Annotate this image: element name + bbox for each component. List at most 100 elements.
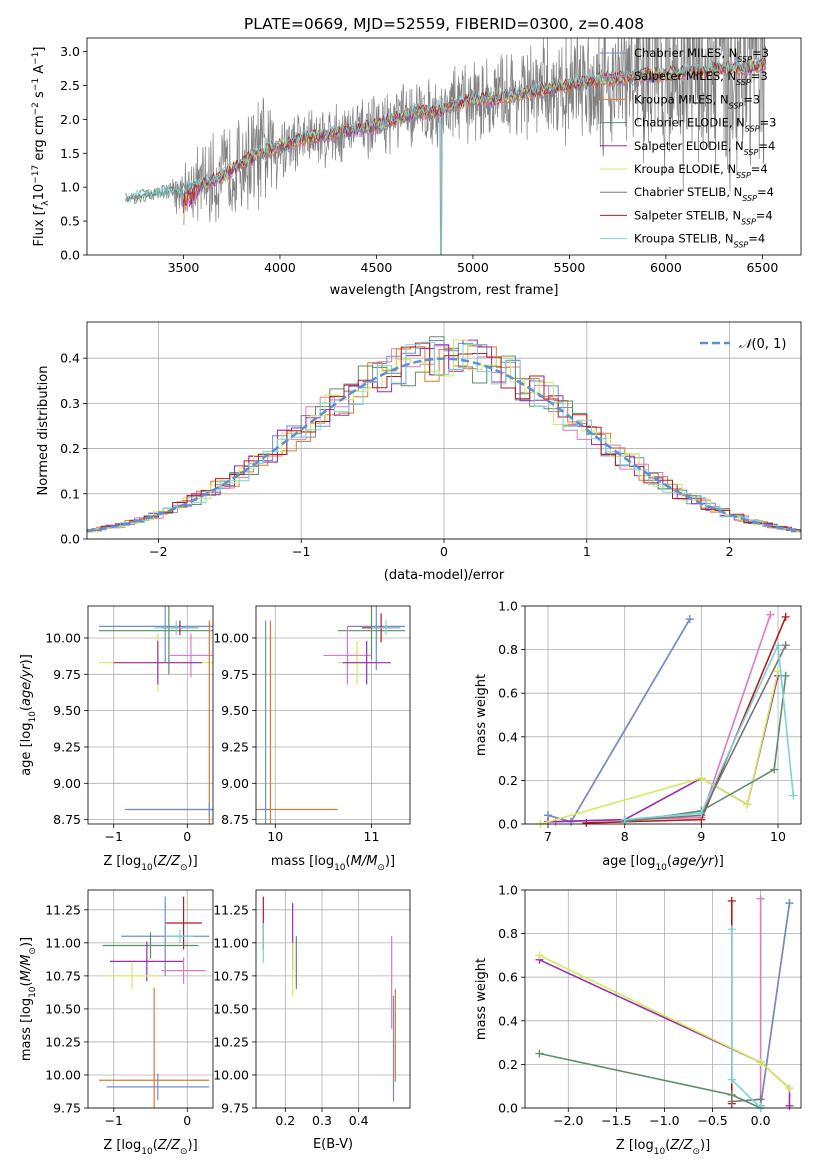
legend-tail: =4 bbox=[757, 185, 774, 199]
plot-layer: 3500 4000 4500 5000 5500 6000 6500 0.0 0.5 1.0 1.5… bbox=[19, 37, 802, 1157]
y-tick-label: 1.5 bbox=[60, 146, 80, 161]
y-tick-label: 0.4 bbox=[60, 351, 80, 366]
label-part: ( bbox=[667, 854, 672, 869]
mass-weight-line bbox=[586, 616, 787, 824]
legend-entry-normal: 𝒩(0, 1) bbox=[739, 337, 786, 352]
label-part: )] bbox=[385, 854, 395, 869]
x-tick-label: −1 bbox=[292, 544, 310, 559]
axes-age-vs-mass: 10 11 8.75 9.00 9.25 9.50 9.75 10.00 bbox=[213, 606, 410, 844]
legend-tail: =3 bbox=[751, 69, 768, 83]
x-axis-label: Z [log10(Z/Z⊙)] bbox=[103, 854, 197, 873]
label-part: mass [log bbox=[271, 854, 334, 869]
label-part: Z/Z bbox=[157, 1138, 181, 1153]
y-tick-label: 9.00 bbox=[221, 776, 249, 791]
label-part: −1 bbox=[31, 78, 41, 91]
y-tick-label: 8.75 bbox=[53, 812, 81, 827]
x-tick-label: 4000 bbox=[264, 260, 296, 275]
label-part: age [log bbox=[19, 723, 34, 776]
legend-sub: SSP bbox=[729, 101, 744, 110]
y-tick-label: 9.25 bbox=[221, 739, 249, 754]
axes-frame bbox=[524, 605, 802, 825]
label-part: 10 bbox=[28, 711, 38, 723]
model-spectrum-line bbox=[125, 57, 767, 255]
legend-text: Kroupa STELIB, N bbox=[634, 232, 734, 246]
y-tick-label: 0.6 bbox=[498, 686, 518, 701]
legend-entry: Chabrier STELIB, NSSP=4 bbox=[634, 185, 774, 203]
y-tick-label: 9.75 bbox=[53, 1101, 81, 1116]
legend-tail: =4 bbox=[758, 139, 775, 153]
y-tick-label: 0.0 bbox=[498, 1101, 518, 1116]
label-part: age/yr bbox=[672, 854, 715, 869]
y-tick-label: 9.75 bbox=[221, 667, 249, 682]
label-part: 10 bbox=[141, 1147, 153, 1157]
y-tick-label: 10.50 bbox=[45, 1001, 81, 1016]
y-tick-label: 11.00 bbox=[213, 935, 249, 950]
axes-age-vs-Z: −1 0 8.75 9.00 9.25 9.50 9.75 10.00 bbox=[45, 606, 213, 844]
axes-frame bbox=[87, 889, 214, 1109]
axes-frame bbox=[86, 321, 802, 540]
y-tick-label: 0.5 bbox=[60, 214, 80, 229]
x-tick-label: −2 bbox=[149, 544, 167, 559]
mass-weight-line bbox=[624, 642, 795, 821]
legend-entry: Salpeter MILES, NSSP=3 bbox=[634, 69, 768, 87]
y-axis-label: mass weight bbox=[474, 674, 489, 756]
x-axis-label: (data-model)/error bbox=[384, 568, 505, 583]
legend-text: Kroupa MILES, N bbox=[634, 92, 729, 106]
y-tick-label: 1.0 bbox=[498, 599, 518, 614]
label-part: )] bbox=[188, 1138, 198, 1153]
x-tick-label: 0.2 bbox=[275, 1113, 295, 1128]
legend-tail: =4 bbox=[751, 162, 768, 176]
y-tick-label: 10.50 bbox=[213, 1001, 249, 1016]
legend-text: Chabrier STELIB, N bbox=[634, 185, 742, 199]
legend-entry: Kroupa ELODIE, NSSP=4 bbox=[634, 162, 768, 180]
x-tick-label: 1 bbox=[583, 544, 591, 559]
label-part: −1 bbox=[31, 52, 41, 65]
mass-weight-line bbox=[540, 671, 779, 824]
legend-text: Salpeter STELIB, N bbox=[634, 208, 741, 222]
x-tick-label: 7 bbox=[544, 829, 552, 844]
x-tick-label: −1 bbox=[105, 1113, 123, 1128]
legend-sub: SSP bbox=[734, 240, 749, 249]
x-tick-label: 8 bbox=[621, 829, 629, 844]
x-axis-label: wavelength [Angstrom, rest frame] bbox=[330, 283, 559, 298]
y-tick-label: 10.75 bbox=[45, 968, 81, 983]
x-tick-label: 6000 bbox=[650, 260, 682, 275]
label-part: λ bbox=[41, 200, 51, 206]
y-tick-label: 2.0 bbox=[60, 112, 80, 127]
x-axis-label: mass [log10(M/M⊙)] bbox=[271, 854, 395, 873]
mass-weight-line bbox=[759, 902, 791, 1106]
label-part: Z [log bbox=[616, 1138, 654, 1153]
legend-sub: SSP bbox=[744, 147, 759, 156]
y-tick-label: 10.00 bbox=[213, 1067, 249, 1082]
axes-frame bbox=[86, 37, 802, 256]
label-part: ⊙ bbox=[28, 947, 38, 955]
label-part: M/M bbox=[19, 955, 34, 982]
label-part: ( bbox=[153, 1138, 158, 1153]
legend-entry: Kroupa STELIB, NSSP=4 bbox=[634, 232, 765, 250]
x-tick-label: 4500 bbox=[361, 260, 393, 275]
label-part: Z/Z bbox=[157, 854, 181, 869]
legend-tail: =4 bbox=[748, 232, 765, 246]
x-tick-label: 0 bbox=[183, 829, 191, 844]
legend-entry: Kroupa MILES, NSSP=3 bbox=[634, 92, 760, 110]
axes-frame bbox=[255, 605, 411, 825]
y-tick-label: 0.1 bbox=[60, 486, 80, 501]
y-tick-label: 0.6 bbox=[498, 970, 518, 985]
label-part: )] bbox=[714, 854, 724, 869]
legend-entry: Salpeter STELIB, NSSP=4 bbox=[634, 208, 773, 226]
x-tick-label: 0 bbox=[440, 544, 448, 559]
axes-frame bbox=[524, 889, 802, 1109]
x-tick-label: −1.5 bbox=[601, 1113, 631, 1128]
x-tick-label: 0 bbox=[183, 1113, 191, 1128]
legend-tail: =3 bbox=[743, 92, 760, 106]
x-axis-label: Z [log10(Z/Z⊙)] bbox=[616, 1138, 710, 1157]
label-part: 10 bbox=[654, 1147, 666, 1157]
y-tick-label: 10.00 bbox=[45, 1067, 81, 1082]
y-tick-label: 1.0 bbox=[498, 883, 518, 898]
axes-spectrum: 3500 4000 4500 5000 5500 6000 6500 0.0 0.5 1.0 1.5… bbox=[60, 44, 778, 275]
label-part: 10 bbox=[28, 986, 38, 998]
y-tick-label: 11.25 bbox=[213, 902, 249, 917]
y-tick-label: 3.0 bbox=[60, 44, 80, 59]
x-tick-label: −0.5 bbox=[697, 1113, 727, 1128]
